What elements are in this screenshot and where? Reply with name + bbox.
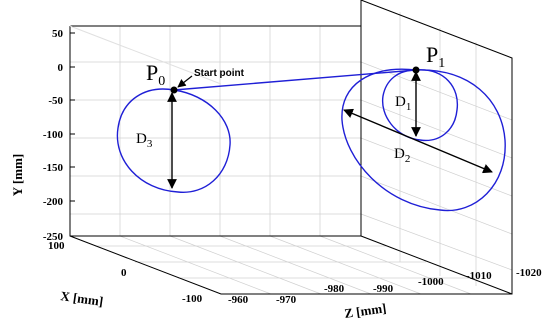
z-tick-label: -990	[373, 283, 394, 295]
z-tick-label: -1000	[418, 276, 444, 288]
y-axis-label: Y [mm]	[10, 154, 25, 196]
d3-label: D3	[136, 131, 153, 150]
y-tick-label: -250	[43, 231, 64, 243]
x-tick-label: -100	[182, 293, 203, 305]
p1-marker	[412, 66, 420, 74]
z-tick-label: -980	[324, 283, 345, 295]
p0-marker	[170, 86, 178, 94]
axes-box	[69, 0, 513, 295]
x-tick-labels: 100 0 -100	[48, 240, 203, 305]
z-tick-label: -960	[228, 294, 249, 306]
p1-label: P1	[426, 42, 445, 71]
y-tick-label: -100	[43, 129, 64, 141]
y-tick-label: -150	[43, 162, 64, 174]
y-tick-label: -200	[43, 196, 64, 208]
z-tick-label: -970	[276, 294, 297, 306]
y-tick-label: 0	[58, 62, 64, 74]
z-tick-label: -1010	[466, 270, 492, 282]
y-tick-labels: 50 0 -50 -100 -150 -200 -250	[43, 28, 64, 243]
y-tick-label: 50	[52, 28, 64, 40]
start-point-leader	[177, 75, 193, 88]
x-tick-label: 0	[121, 267, 127, 279]
x-tick-label: 100	[48, 240, 65, 252]
start-point-annotation: Start point	[194, 68, 245, 79]
left-circle	[116, 88, 231, 193]
d2-label: D2	[394, 146, 410, 165]
p0-label: P0	[146, 60, 165, 89]
d1-label: D1	[395, 94, 411, 113]
dimension-arrows	[167, 71, 493, 189]
x-axis-label: X [mm]	[60, 288, 105, 309]
y-axis-ticks	[70, 32, 75, 237]
z-axis-label: Z [mm]	[343, 300, 387, 320]
d2-arrow	[343, 108, 493, 174]
right-small-circle	[381, 69, 459, 142]
y-tick-label: -50	[48, 95, 63, 107]
z-tick-labels: -960 -970 -980 -990 -1000 -1010 -1020	[228, 267, 542, 306]
z-tick-label: -1020	[516, 267, 542, 279]
right-large-circle	[341, 68, 506, 212]
